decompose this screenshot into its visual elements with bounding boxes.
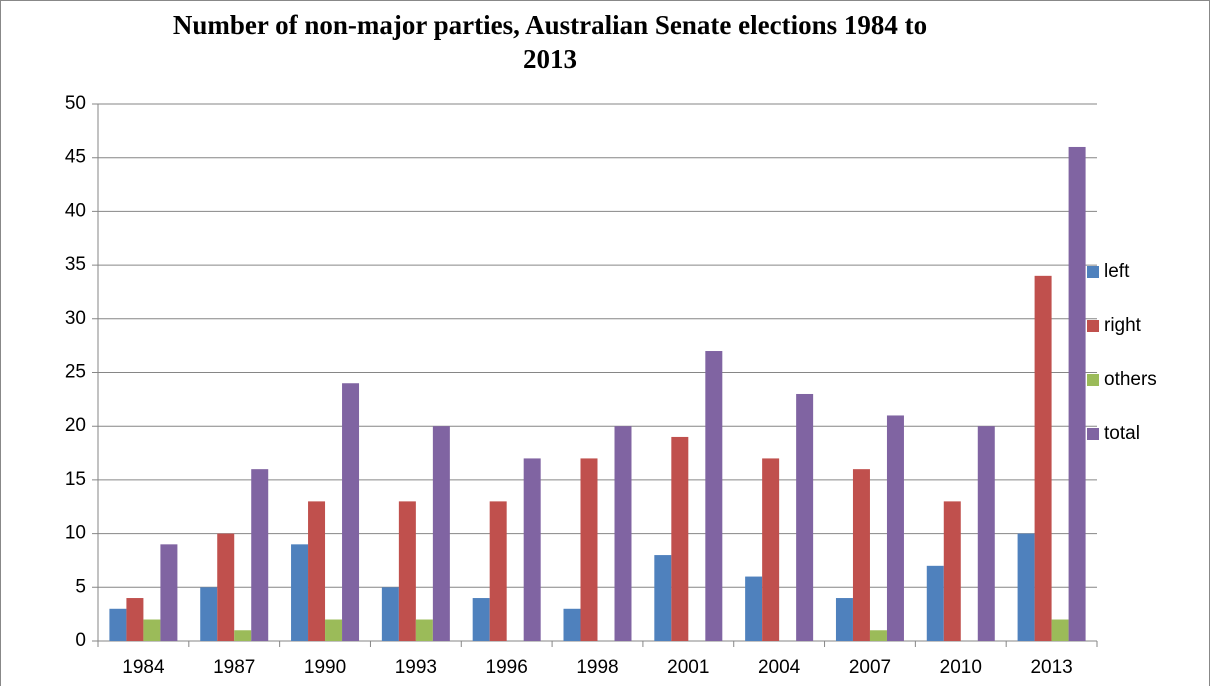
legend-swatch bbox=[1087, 266, 1099, 278]
bar bbox=[745, 576, 763, 641]
legend-swatch bbox=[1087, 374, 1099, 386]
bar bbox=[671, 436, 689, 641]
y-tick-label: 15 bbox=[65, 469, 86, 490]
x-tick-label: 2013 bbox=[1030, 657, 1072, 678]
x-tick-label: 1990 bbox=[304, 657, 346, 678]
bar bbox=[926, 565, 944, 641]
bar bbox=[580, 458, 598, 641]
x-tick-label: 1993 bbox=[395, 657, 437, 678]
x-tick-label: 1996 bbox=[486, 657, 528, 678]
legend-label: others bbox=[1104, 369, 1157, 390]
bar bbox=[109, 608, 127, 641]
x-tick-label: 1987 bbox=[213, 657, 255, 678]
bar bbox=[977, 426, 995, 641]
x-tick-label: 2007 bbox=[849, 657, 891, 678]
x-tick-label: 2004 bbox=[758, 657, 801, 678]
x-tick-label: 1984 bbox=[122, 657, 165, 678]
legend-swatch bbox=[1087, 320, 1099, 332]
bar bbox=[251, 469, 269, 641]
bar bbox=[308, 501, 326, 641]
x-tick-label: 2001 bbox=[667, 657, 709, 678]
legend-label: right bbox=[1104, 315, 1142, 336]
y-tick-label: 10 bbox=[65, 523, 86, 544]
bar bbox=[796, 393, 814, 641]
bar bbox=[1034, 275, 1052, 641]
y-tick-label: 5 bbox=[75, 576, 86, 597]
x-tick-label: 2010 bbox=[940, 657, 982, 678]
bar bbox=[852, 469, 870, 641]
bar bbox=[415, 619, 433, 641]
bar bbox=[489, 501, 507, 641]
y-tick-label: 30 bbox=[65, 308, 86, 329]
y-tick-label: 20 bbox=[65, 415, 86, 436]
y-tick-label: 40 bbox=[65, 200, 86, 221]
legend-swatch bbox=[1087, 428, 1099, 440]
bar bbox=[835, 598, 853, 641]
bar bbox=[143, 619, 161, 641]
y-tick-label: 0 bbox=[75, 630, 86, 651]
y-tick-label: 45 bbox=[65, 147, 86, 168]
bar bbox=[342, 383, 360, 641]
bar bbox=[398, 501, 416, 641]
bar bbox=[869, 630, 887, 641]
bar bbox=[472, 598, 490, 641]
y-tick-label: 35 bbox=[65, 254, 86, 275]
bar bbox=[523, 458, 541, 641]
bar bbox=[217, 533, 235, 641]
bar bbox=[234, 630, 252, 641]
legend-label: total bbox=[1104, 423, 1140, 444]
y-tick-label: 50 bbox=[65, 93, 86, 114]
x-tick-label: 1998 bbox=[576, 657, 618, 678]
legend-label: left bbox=[1104, 261, 1130, 282]
bar bbox=[563, 608, 581, 641]
bar bbox=[654, 555, 672, 641]
bar bbox=[762, 458, 780, 641]
bar bbox=[1017, 533, 1035, 641]
bar bbox=[1068, 146, 1086, 641]
bar bbox=[886, 415, 904, 641]
bar bbox=[325, 619, 343, 641]
bar bbox=[291, 544, 309, 641]
chart-title: Number of non-major parties, Australian … bbox=[172, 10, 928, 74]
bar bbox=[200, 587, 218, 641]
bar bbox=[943, 501, 961, 641]
bar bbox=[614, 426, 632, 641]
bar bbox=[432, 426, 450, 641]
bar bbox=[160, 544, 178, 641]
bar bbox=[1051, 619, 1069, 641]
bar bbox=[381, 587, 399, 641]
bar bbox=[126, 598, 144, 641]
y-tick-label: 25 bbox=[65, 362, 86, 383]
bar bbox=[705, 351, 723, 641]
